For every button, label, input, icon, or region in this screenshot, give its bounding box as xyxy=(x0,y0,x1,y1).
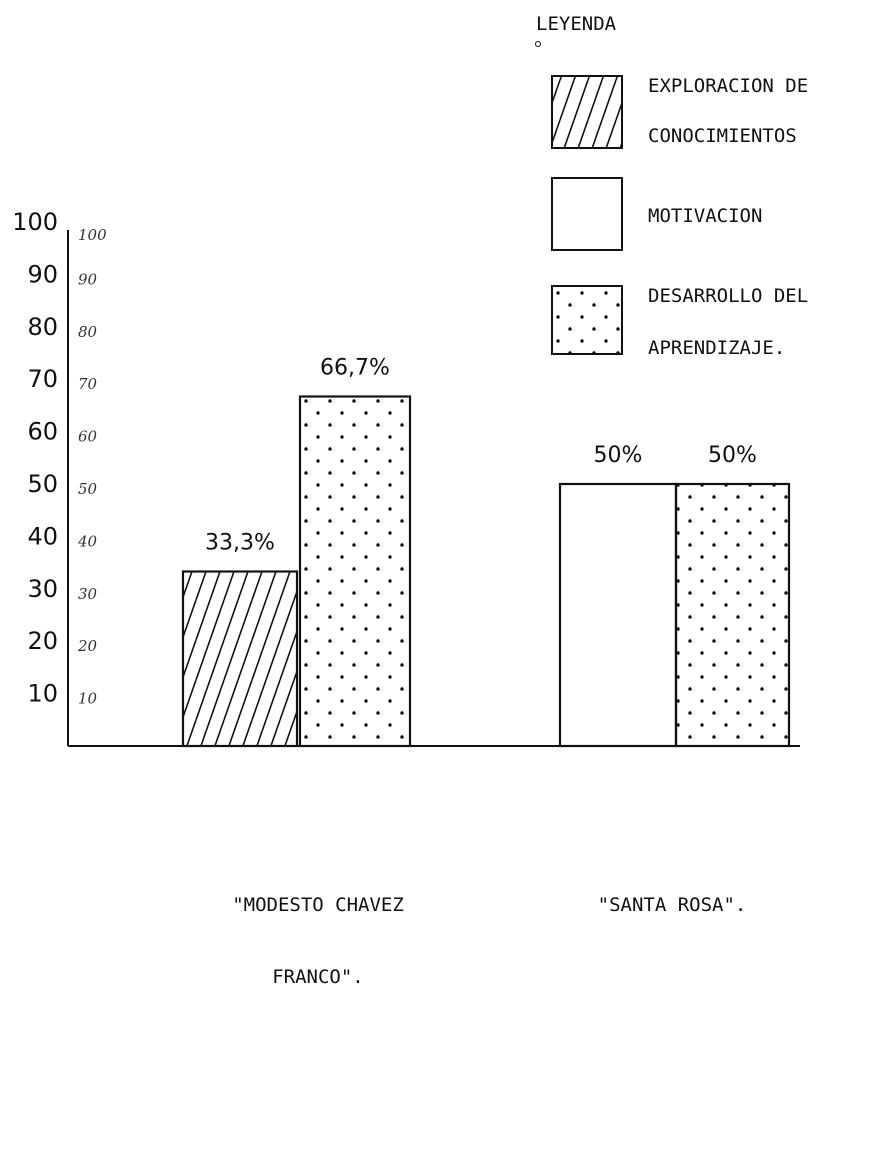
bar-value-label: 50% xyxy=(708,443,757,468)
category-label: "MODESTO CHAVEZ xyxy=(232,894,404,916)
y-tick-handwritten: 90 xyxy=(78,270,98,288)
legend-title: LEYENDA xyxy=(536,13,617,35)
legend-swatch-desarrollo xyxy=(551,285,623,355)
y-tick-handwritten: 80 xyxy=(78,323,98,341)
y-tick-label: 60 xyxy=(27,418,58,446)
y-tick-handwritten: 10 xyxy=(78,690,98,708)
y-tick-handwritten: 30 xyxy=(78,585,98,603)
category-label: FRANCO". xyxy=(272,966,364,988)
bar-motivacion xyxy=(558,482,678,748)
bar-value-label: 66,7% xyxy=(320,355,390,380)
legend-label: APRENDIZAJE. xyxy=(648,337,785,359)
y-tick-handwritten: 50 xyxy=(78,480,98,498)
y-tick-handwritten: 100 xyxy=(78,226,107,244)
y-tick-label: 70 xyxy=(27,365,58,393)
labels-layer: 33,3% 66,7% 50% 50% "MODESTO CHAVEZ FRANCO". "… xyxy=(205,355,757,988)
legend: LEYENDA EXPLORACION DE CONOCIMIENTOS MOTIVA… xyxy=(535,13,808,359)
legend-swatch-exploracion xyxy=(551,75,623,149)
bar-value-label: 50% xyxy=(594,443,643,468)
legend-label: EXPLORACION DE xyxy=(648,75,808,97)
bar-value-label: 33,3% xyxy=(205,531,275,556)
category-label: "SANTA ROSA". xyxy=(598,894,747,916)
bar-exploracion xyxy=(181,570,299,748)
y-tick-label: 10 xyxy=(27,680,58,708)
legend-label: MOTIVACION xyxy=(648,205,762,227)
y-tick-label: 100 xyxy=(12,208,58,236)
legend-title-mark xyxy=(535,41,541,47)
axes-layer: 10 10 20 20 30 30 40 40 50 50 60 60 70 70 80 80 90 90 100 1… xyxy=(12,208,800,747)
y-tick-handwritten: 60 xyxy=(78,428,98,446)
y-tick-handwritten: 40 xyxy=(77,532,98,550)
legend-swatch-motivacion xyxy=(551,177,623,251)
y-tick-label: 50 xyxy=(27,470,58,498)
legend-label: DESARROLLO DEL xyxy=(648,285,808,307)
bars-layer xyxy=(181,395,791,748)
bar-desarrollo xyxy=(298,395,412,748)
y-tick-handwritten: 70 xyxy=(78,375,98,393)
y-tick-label: 40 xyxy=(27,522,58,550)
y-tick-label: 30 xyxy=(27,575,58,603)
y-tick-handwritten: 20 xyxy=(77,637,98,655)
y-tick-label: 20 xyxy=(27,627,58,655)
y-tick-label: 90 xyxy=(27,260,58,288)
bar-desarrollo xyxy=(674,482,791,748)
legend-label: CONOCIMIENTOS xyxy=(648,125,797,147)
y-tick-label: 80 xyxy=(27,313,58,341)
